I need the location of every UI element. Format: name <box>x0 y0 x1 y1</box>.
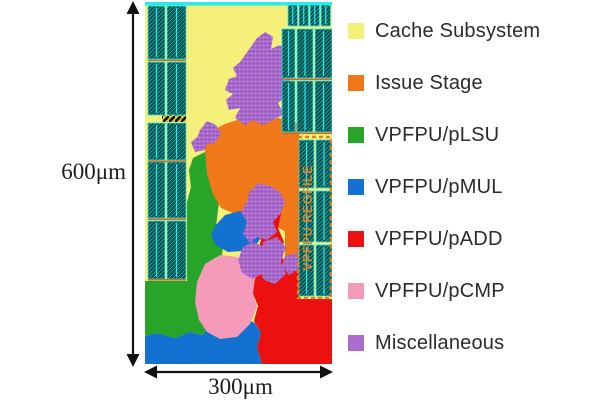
region-miscellaneous <box>258 237 286 284</box>
legend-swatch <box>348 231 364 247</box>
legend-item: VPFPU/pCMP <box>348 265 598 317</box>
legend-item: Issue Stage <box>348 57 598 109</box>
legend-label: Miscellaneous <box>375 331 505 354</box>
legend-swatch <box>348 127 364 143</box>
legend: Cache Subsystem Issue Stage VPFPU/pLSU VPFP… <box>348 5 598 369</box>
regfile-label: VPFPU REGFILE <box>301 165 315 271</box>
region-miscellaneous <box>191 136 207 152</box>
legend-item: VPFPU/pMUL <box>348 161 598 213</box>
legend-swatch <box>348 23 364 39</box>
region-miscellaneous <box>241 183 285 243</box>
region-vpfpu-pcmp <box>195 255 257 339</box>
legend-swatch <box>348 179 364 195</box>
region-miscellaneous <box>225 32 293 125</box>
height-dimension-arrow <box>126 1 140 367</box>
legend-label: VPFPU/pCMP <box>375 279 505 302</box>
height-dimension-label: 600μm <box>61 159 126 184</box>
legend-swatch <box>348 283 364 299</box>
regfile-callout-box <box>296 135 332 300</box>
legend-label: Issue Stage <box>375 71 483 94</box>
legend-label: VPFPU/pADD <box>375 227 503 250</box>
legend-item: VPFPU/pLSU <box>348 109 598 161</box>
legend-swatch <box>348 335 364 351</box>
legend-label: VPFPU/pLSU <box>375 123 500 146</box>
legend-item: Cache Subsystem <box>348 5 598 57</box>
chip-die-image: VPFPU REGFILE <box>145 2 332 364</box>
legend-item: VPFPU/pADD <box>348 213 598 265</box>
hazard-stripe <box>162 115 186 122</box>
region-issue-stage-strip <box>285 123 299 261</box>
legend-label: VPFPU/pMUL <box>375 175 503 198</box>
width-dimension-arrow <box>144 365 333 379</box>
width-dimension-label: 300μm <box>208 374 273 399</box>
legend-swatch <box>348 75 364 91</box>
legend-item: Miscellaneous <box>348 317 598 369</box>
legend-label: Cache Subsystem <box>375 19 541 42</box>
